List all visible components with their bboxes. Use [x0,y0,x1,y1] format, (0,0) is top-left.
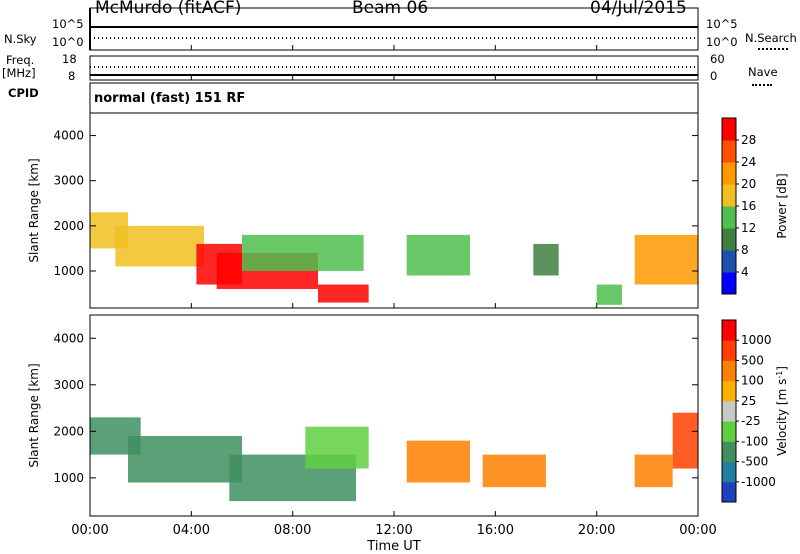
velocity-colorbar-frame [721,319,737,503]
xtick-label-4: 16:00 [477,523,514,538]
power-colorbar-bin-6 [722,140,736,163]
power-panel-frame [89,112,699,309]
power-ylabel: Slant Range [km] [27,158,41,262]
noise-left-tick-bottom: 10^0 [52,35,84,49]
power-colorbar-bin-5 [722,162,736,185]
xtick-label-5: 20:00 [578,523,615,538]
velocity-colorbar-label: Velocity [m s-1] [775,366,790,456]
velocity-colorbar-tick-label-3: 25 [741,394,756,408]
xtick-label-2: 08:00 [274,523,311,538]
power-colorbar-tick-label-1: 24 [741,155,756,169]
velocity-ytick-label-0: 4000 [53,331,84,345]
velocity-colorbar-bin-2 [722,441,736,463]
power-colorbar-tick-label-5: 8 [741,243,749,257]
power-data-cell-9 [634,234,698,285]
velocity-data-cell-3 [305,426,369,469]
velocity-data-cell-7 [672,412,698,469]
cpid-panel-frame [89,82,699,114]
velocity-colorbar-tick-label-6: -500 [741,455,768,469]
nave-label: Nave [748,65,778,79]
velocity-colorbar-tick-label-0: 1000 [741,333,772,347]
freq-left-tick-bottom: 8 [68,69,76,83]
power-colorbar-bin-1 [722,250,736,273]
noise-right-tick-bottom: 10^0 [706,35,738,49]
cpid-text: normal (fast) 151 RF [94,91,246,106]
power-colorbar-label: Power [dB] [775,173,789,238]
power-colorbar-tick-label-3: 16 [741,199,756,213]
velocity-colorbar-bin-4 [722,400,736,422]
velocity-ytick-label-2: 2000 [53,424,84,438]
power-colorbar-tick-label-4: 12 [741,221,756,235]
velocity-colorbar-bin-7 [722,340,736,361]
velocity-data-cell-4 [406,440,470,483]
power-data-cell-8 [596,284,622,305]
xtick-label-3: 12:00 [375,523,412,538]
power-colorbar-bin-0 [722,272,736,295]
station-title: McMurdo (fitACF) [95,0,242,18]
power-colorbar-bin-7 [722,118,736,141]
freq-unit-label: [MHz] [2,66,36,80]
velocity-colorbar-bin-5 [722,380,736,402]
x-axis-label: Time UT [366,539,420,554]
velocity-data-cell-5 [482,454,546,488]
beam-label: Beam 06 [352,0,429,18]
velocity-colorbar-bin-1 [722,461,736,483]
xtick-label-6: 00:00 [679,523,716,538]
velocity-colorbar-bin-8 [722,320,736,341]
date-label: 04/Jul/2015 [590,0,687,18]
nave-legend-line [752,84,772,86]
velocity-colorbar-bin-6 [722,360,736,382]
power-ytick-label-0: 4000 [53,129,84,143]
power-colorbar-tick-label-2: 20 [741,177,756,191]
power-colorbar-bin-4 [722,184,736,207]
freq-right-tick-top: 60 [710,52,725,66]
xtick-label-0: 00:00 [71,523,108,538]
power-data-cell-4 [242,234,364,271]
freq-label: Freq. [6,53,35,67]
nsearch-label: N.Search [745,31,797,45]
velocity-colorbar-tick-label-5: -100 [741,434,768,448]
power-data-cell-1 [115,225,204,267]
power-data-cell-5 [318,284,369,303]
velocity-colorbar-tick-label-2: 100 [741,374,764,388]
noise-right-tick-top: 10^5 [706,17,738,31]
velocity-colorbar-tick-label-4: -25 [741,414,761,428]
velocity-data-cell-6 [634,454,673,488]
velocity-ytick-label-1: 3000 [53,378,84,392]
power-colorbar-bin-3 [722,206,736,229]
power-ytick-label-3: 1000 [53,264,84,278]
velocity-ytick-label-3: 1000 [53,471,84,485]
power-colorbar-tick-label-0: 28 [741,133,756,147]
noise-panel-frame [89,7,699,51]
velocity-panel-frame [89,314,699,517]
velocity-ylabel: Slant Range [km] [27,363,41,467]
velocity-colorbar-tick-label-1: 500 [741,353,764,367]
nsearch-legend-line [758,48,788,50]
noise-left-tick-top: 10^5 [52,17,84,31]
xtick-label-1: 04:00 [173,523,210,538]
velocity-data-cell-1 [128,435,242,483]
cpid-label: CPID [8,86,39,100]
freq-right-tick-bottom: 0 [710,69,718,83]
power-ytick-label-1: 3000 [53,174,84,188]
nsky-label: N.Sky [4,32,37,46]
freq-left-tick-top: 18 [62,52,77,66]
power-data-cell-7 [533,243,559,276]
velocity-colorbar-bin-0 [722,481,736,503]
velocity-colorbar-bin-3 [722,421,736,442]
power-colorbar-tick-label-6: 4 [741,265,749,279]
power-colorbar-bin-2 [722,228,736,251]
power-ytick-label-2: 2000 [53,219,84,233]
velocity-colorbar-tick-label-7: -1000 [741,475,776,489]
power-data-cell-6 [406,234,470,276]
